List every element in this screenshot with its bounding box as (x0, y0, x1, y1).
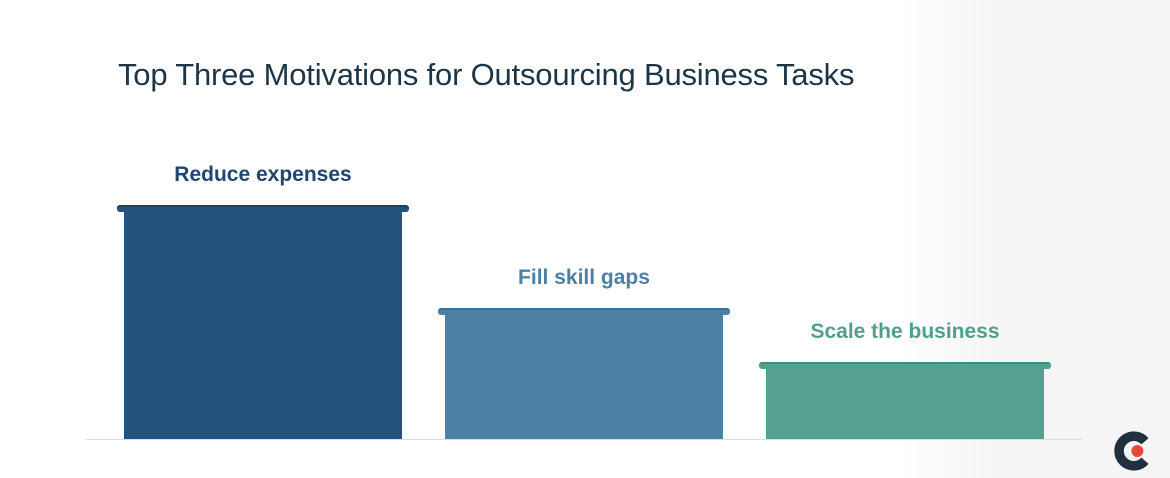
bar-cap (438, 308, 730, 315)
clutch-logo-icon (1114, 431, 1149, 471)
bar-label: Fill skill gaps (518, 266, 650, 289)
axis-baseline (85, 439, 1082, 440)
bar (124, 212, 402, 440)
bar-group-scale-the-business: Scale the business (759, 319, 1051, 440)
bar-label: Reduce expenses (174, 163, 352, 186)
chart-title: Top Three Motivations for Outsourcing Bu… (118, 57, 855, 92)
bar-cap (759, 362, 1051, 369)
bar-group-fill-skill-gaps: Fill skill gaps (438, 265, 730, 440)
bar (766, 369, 1044, 440)
bar-label: Scale the business (810, 320, 1000, 343)
bar-group-reduce-expenses: Reduce expenses (117, 162, 409, 440)
bar-cap (117, 205, 409, 212)
bar (445, 315, 723, 440)
